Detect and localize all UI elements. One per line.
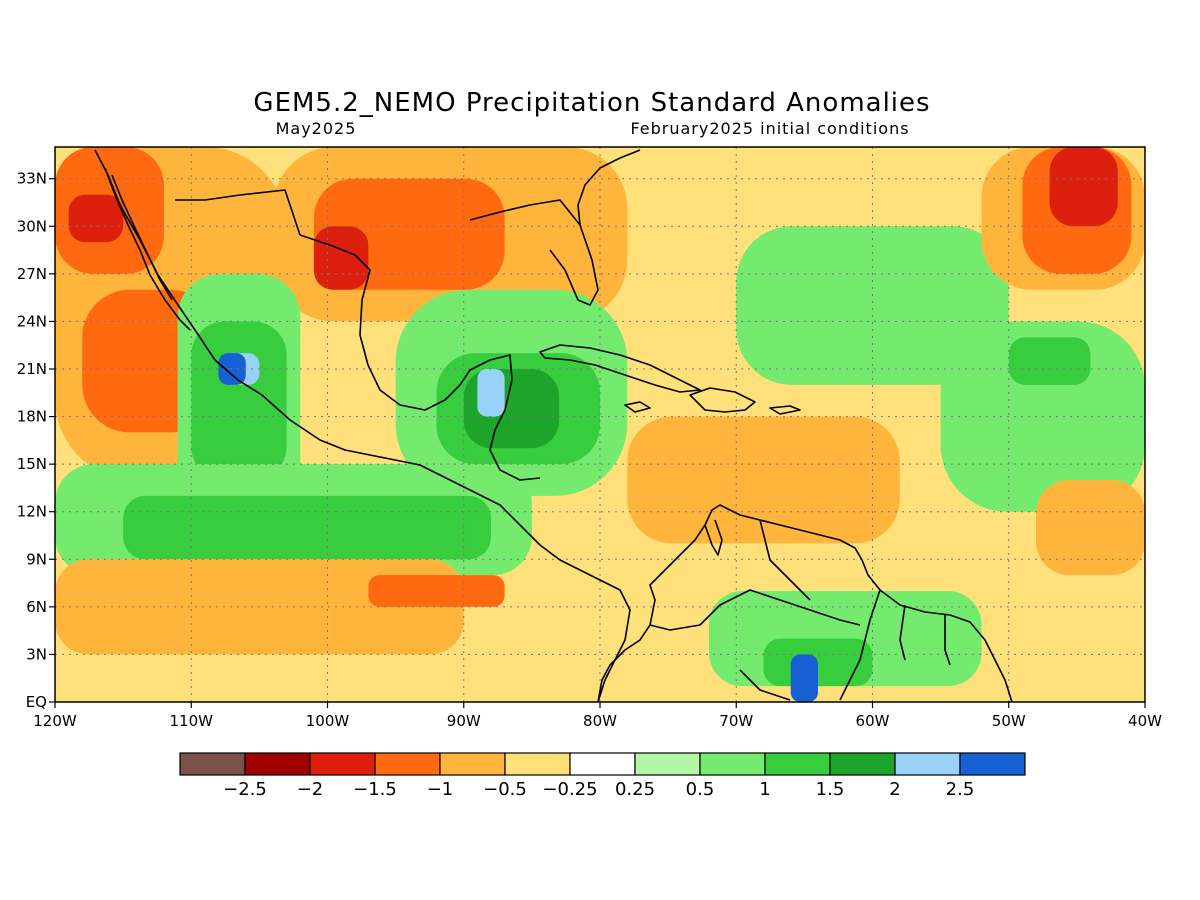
- coastline-gulf-of-mexico: [299, 199, 599, 481]
- lat-tick-label: 21N: [17, 360, 47, 378]
- coastline-south-america: [597, 504, 1013, 702]
- subtitle-month: May2025: [276, 119, 357, 138]
- lat-tick-label: 33N: [17, 170, 47, 188]
- colorbar-swatch: [829, 752, 896, 776]
- anomaly-region: [313, 226, 369, 290]
- colorbar-label: 1.5: [816, 779, 845, 800]
- coastline-mexico-west: [94, 149, 631, 702]
- border-us-mexico: [175, 189, 301, 236]
- colorbar-label: −2: [297, 779, 324, 800]
- anomaly-region: [736, 226, 1009, 385]
- colorbar-swatch: [699, 752, 766, 776]
- colorbar-swatch: [179, 752, 246, 776]
- colorbar-label: −1.5: [353, 779, 397, 800]
- anomaly-region: [1036, 480, 1145, 576]
- colorbar-label: −0.25: [542, 779, 597, 800]
- anomaly-region: [123, 495, 491, 560]
- border-south-america: [649, 519, 951, 701]
- anomaly-region: [68, 194, 124, 243]
- anomaly-region: [1008, 337, 1091, 385]
- lat-tick-label: 3N: [26, 645, 47, 663]
- anomaly-contours: [55, 147, 1145, 702]
- map-title: GEM5.2_NEMO Precipitation Standard Anoma…: [253, 88, 930, 118]
- colorbar-swatch: [764, 752, 831, 776]
- colorbar-swatch: [244, 752, 311, 776]
- colorbar-swatch: [374, 752, 441, 776]
- lon-tick-label: 60W: [856, 712, 890, 730]
- map-panel: [55, 147, 1145, 702]
- coastline-jamaica: [624, 401, 651, 413]
- coastline-us-east: [577, 149, 641, 226]
- colorbar-swatch: [504, 752, 571, 776]
- colorbar-swatch: [959, 752, 1026, 776]
- anomaly-region: [218, 353, 246, 385]
- subtitle-init-conditions: February2025 initial conditions: [630, 119, 909, 138]
- map-axes: 120W 110W 100W 90W 80W 70W 60W 50W 40W EQ 3N 6N 9N 12…: [17, 170, 1162, 730]
- lat-tick-label: 6N: [26, 598, 47, 616]
- colorbar-label: 1: [759, 779, 770, 800]
- lat-tick-label: 27N: [17, 265, 47, 283]
- colorbar: −2.5 −2 −1.5 −1 −0.5 −0.25 0.25 0.5 1 1.5 2 2.5: [179, 752, 1026, 800]
- colorbar-swatch: [569, 752, 636, 776]
- colorbar-swatch: [309, 752, 376, 776]
- gridlines: [55, 147, 1145, 702]
- coastline-puerto-rico: [769, 405, 801, 415]
- colorbar-swatch: [634, 752, 701, 776]
- colorbar-label: 2.5: [946, 779, 975, 800]
- lon-tick-label: 120W: [33, 712, 77, 730]
- lat-tick-label: 9N: [26, 550, 47, 568]
- coastline-cuba: [539, 344, 701, 393]
- lon-tick-label: 100W: [306, 712, 350, 730]
- colorbar-label: −2.5: [223, 779, 267, 800]
- colorbar-label: 0.25: [615, 779, 655, 800]
- lon-tick-label: 110W: [170, 712, 214, 730]
- lon-tick-label: 90W: [447, 712, 481, 730]
- anomaly-region: [1049, 147, 1118, 227]
- lat-tick-label: 15N: [17, 455, 47, 473]
- coastline-hispaniola: [689, 387, 756, 413]
- colorbar-swatch: [894, 752, 961, 776]
- colorbar-label: 0.5: [686, 779, 715, 800]
- colorbar-label: −0.5: [483, 779, 527, 800]
- lat-tick-label: 12N: [17, 503, 47, 521]
- lat-tick-label: 18N: [17, 408, 47, 426]
- lon-tick-label: 50W: [992, 712, 1026, 730]
- colorbar-label: 2: [889, 779, 900, 800]
- lon-tick-label: 80W: [583, 712, 617, 730]
- lat-tick-label: 30N: [17, 217, 47, 235]
- anomaly-region: [627, 416, 900, 544]
- lon-tick-label: 40W: [1128, 712, 1162, 730]
- anomaly-region: [477, 369, 505, 417]
- lat-tick-label: 24N: [17, 312, 47, 330]
- lon-tick-label: 70W: [719, 712, 753, 730]
- colorbar-label: −1: [427, 779, 454, 800]
- anomaly-region: [790, 654, 818, 702]
- lat-tick-label: EQ: [26, 693, 47, 711]
- anomaly-region: [368, 575, 505, 607]
- coastlines: [94, 149, 1013, 702]
- coastline-lake-maracaibo: [704, 519, 723, 556]
- colorbar-swatch: [439, 752, 506, 776]
- coastline-baja: [104, 167, 191, 331]
